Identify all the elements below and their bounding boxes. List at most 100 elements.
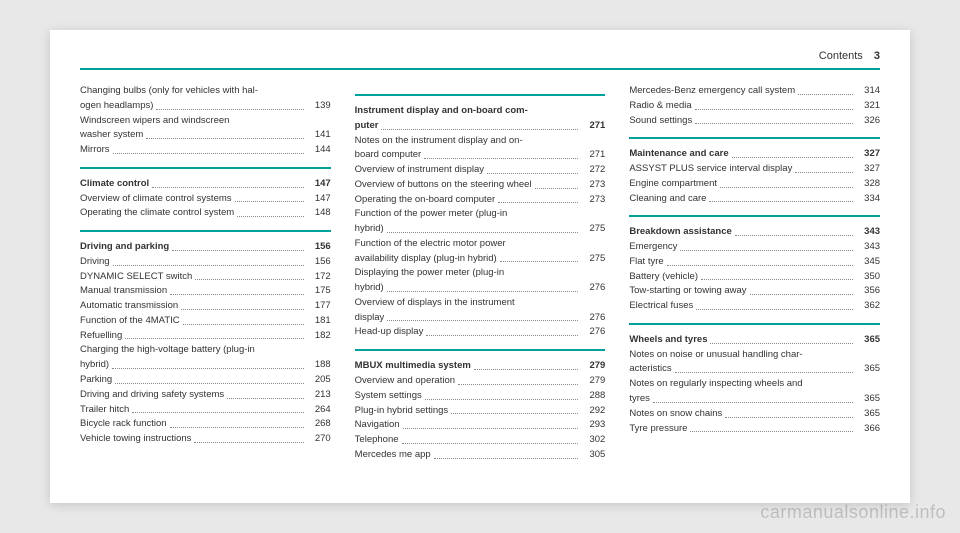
header-page-number: 3 <box>874 50 880 62</box>
toc-entry-dots <box>690 431 853 432</box>
toc-entry-dots <box>709 201 853 202</box>
toc-entry: Wheels and tyres365 <box>629 333 880 347</box>
toc-entry: Emergency343 <box>629 240 880 254</box>
toc-entry-page: 326 <box>856 114 880 128</box>
toc-entry-label: Electrical fuses <box>629 299 693 313</box>
toc-entry: Notes on snow chains365 <box>629 407 880 421</box>
toc-entry-dots <box>750 294 853 295</box>
toc-entry-dots <box>424 158 578 159</box>
toc-entry-dots <box>146 138 303 139</box>
toc-entry-label: Emergency <box>629 240 677 254</box>
toc-entry-dots <box>172 250 303 251</box>
toc-entry: Climate control147 <box>80 177 331 191</box>
toc-entry-label: System settings <box>355 389 422 403</box>
toc-entry: hybrid)276 <box>355 281 606 295</box>
toc-entry-dots <box>112 368 304 369</box>
toc-entry: Refuelling182 <box>80 329 331 343</box>
toc-entry-dots <box>170 294 304 295</box>
toc-entry-label: tyres <box>629 392 650 406</box>
toc-entry-label: Overview and operation <box>355 374 455 388</box>
section-rule <box>80 167 331 169</box>
toc-entry: Mirrors144 <box>80 143 331 157</box>
toc-entry-page: 144 <box>307 143 331 157</box>
toc-entry-label: Vehicle towing instructions <box>80 432 191 446</box>
toc-entry-label: Tyre pressure <box>629 422 687 436</box>
toc-entry-label: Windscreen wipers and windscreen <box>80 114 229 128</box>
toc-entry: Overview of buttons on the steering whee… <box>355 178 606 192</box>
toc-entry-label: Overview of displays in the instrument <box>355 296 515 310</box>
toc-entry: Mercedes me app305 <box>355 448 606 462</box>
toc-entry: Notes on regularly inspecting wheels and <box>629 377 880 391</box>
toc-entry-label: Trailer hitch <box>80 403 129 417</box>
toc-entry: Driving and parking156 <box>80 240 331 254</box>
toc-entry: Flat tyre345 <box>629 255 880 269</box>
toc-entry-label: DYNAMIC SELECT switch <box>80 270 192 284</box>
toc-entry-page: 276 <box>581 325 605 339</box>
toc-entry-page: 175 <box>307 284 331 298</box>
toc-entry-label: Refuelling <box>80 329 122 343</box>
toc-entry-label: Displaying the power meter (plug-in <box>355 266 504 280</box>
toc-entry: puter271 <box>355 119 606 133</box>
toc-entry: Notes on the instrument display and on- <box>355 134 606 148</box>
toc-entry-page: 350 <box>856 270 880 284</box>
toc-entry: Driving and driving safety systems213 <box>80 388 331 402</box>
toc-entry-label: Driving and driving safety systems <box>80 388 224 402</box>
manual-page: Contents 3 Changing bulbs (only for vehi… <box>50 30 910 503</box>
toc-entry-label: Notes on the instrument display and on- <box>355 134 523 148</box>
toc-entry: Parking205 <box>80 373 331 387</box>
toc-entry: availability display (plug-in hybrid)275 <box>355 252 606 266</box>
toc-entry-label: Operating the climate control system <box>80 206 234 220</box>
toc-entry-dots <box>735 235 853 236</box>
header-title: Contents <box>819 50 863 62</box>
toc-entry-page: 276 <box>581 281 605 295</box>
toc-entry-dots <box>237 216 303 217</box>
section-rule <box>355 349 606 351</box>
toc-entry-dots <box>451 413 578 414</box>
toc-entry: Maintenance and care327 <box>629 147 880 161</box>
toc-entry-label: ASSYST PLUS service interval display <box>629 162 792 176</box>
toc-entry-label: Driving <box>80 255 110 269</box>
toc-entry-dots <box>425 399 579 400</box>
toc-entry: tyres365 <box>629 392 880 406</box>
toc-entry-label: Radio & media <box>629 99 691 113</box>
toc-entry-dots <box>434 458 579 459</box>
toc-entry-page: 362 <box>856 299 880 313</box>
toc-entry: display276 <box>355 311 606 325</box>
toc-entry-page: 141 <box>307 128 331 142</box>
toc-entry-page: 147 <box>307 192 331 206</box>
page-header: Contents 3 <box>80 50 880 70</box>
toc-entry-label: Mercedes me app <box>355 448 431 462</box>
toc-entry-page: 292 <box>581 404 605 418</box>
toc-entry-dots <box>183 324 304 325</box>
toc-entry-label: Tow-starting or towing away <box>629 284 746 298</box>
toc-entry-dots <box>680 250 853 251</box>
toc-entry-label: Notes on noise or unusual handling char- <box>629 348 802 362</box>
toc-entry-label: Driving and parking <box>80 240 169 254</box>
toc-entry-dots <box>710 343 853 344</box>
toc-entry-page: 288 <box>581 389 605 403</box>
toc-entry: Navigation293 <box>355 418 606 432</box>
toc-entry-page: 271 <box>581 148 605 162</box>
toc-entry-dots <box>675 372 853 373</box>
toc-entry-page: 264 <box>307 403 331 417</box>
toc-entry-dots <box>194 442 303 443</box>
toc-entry-page: 156 <box>307 255 331 269</box>
toc-entry-page: 356 <box>856 284 880 298</box>
section-rule <box>629 323 880 325</box>
section-rule <box>80 230 331 232</box>
toc-entry-dots <box>667 265 853 266</box>
toc-entry-page: 205 <box>307 373 331 387</box>
toc-entry: Breakdown assistance343 <box>629 225 880 239</box>
toc-entry: Trailer hitch 264 <box>80 403 331 417</box>
toc-entry: Driving 156 <box>80 255 331 269</box>
toc-entry: Manual transmission175 <box>80 284 331 298</box>
toc-entry-dots <box>152 187 304 188</box>
toc-entry-label: washer system <box>80 128 143 142</box>
toc-entry: Windscreen wipers and windscreen <box>80 114 331 128</box>
toc-entry-page: 272 <box>581 163 605 177</box>
toc-entry-label: availability display (plug-in hybrid) <box>355 252 497 266</box>
toc-entry-dots <box>701 279 853 280</box>
toc-entry: Operating the on-board computer273 <box>355 193 606 207</box>
toc-entry: Overview of climate control systems147 <box>80 192 331 206</box>
toc-entry-label: Battery (vehicle) <box>629 270 698 284</box>
